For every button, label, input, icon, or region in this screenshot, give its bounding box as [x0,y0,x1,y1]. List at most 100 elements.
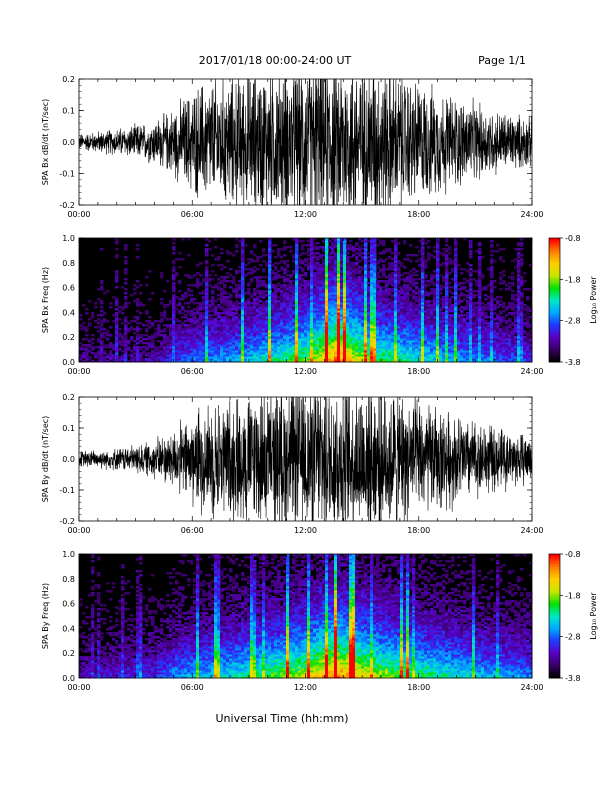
spectrogram-cell [343,242,347,245]
spectrogram-cell [436,286,440,289]
spectrogram-cell [382,290,386,293]
spectrogram-cell [211,352,215,355]
spectrogram-cell [436,314,440,317]
spectrogram-cell [367,336,371,339]
spectrogram-cell [415,254,419,257]
spectrogram-cell [316,308,320,311]
spectrogram-cell [178,252,182,255]
spectrogram-cell [175,324,179,327]
spectrogram-cell [334,330,338,333]
spectrogram-cell [343,344,347,347]
spectrogram-cell [400,304,404,307]
spectrogram-cell [136,352,140,355]
spectrogram-cell [430,292,434,295]
spectrogram-cell [193,318,197,321]
spectrogram-cell [436,290,440,293]
spectrogram-cell [175,336,179,339]
spectrogram-cell [307,250,311,253]
spectrogram-cell [235,346,239,349]
spectrogram-cell [313,348,317,351]
spectrogram-cell [121,338,125,341]
spectrogram-cell [403,328,407,331]
spectrogram-cell [394,328,398,331]
spectrogram-cell [301,304,305,307]
spectrogram-cell [325,280,329,283]
spectrogram-cell [103,336,107,339]
spectrogram-cell [328,350,332,353]
spectrogram-cell [190,320,194,323]
spectrogram-cell [322,344,326,347]
spectrogram-cell [280,340,284,343]
spectrogram-cell [331,268,335,271]
spectrogram-cell [319,344,323,347]
spectrogram-cell [385,306,389,309]
spectrogram-cell [238,354,242,357]
spectrogram-cell [346,358,350,361]
spectrogram-cell [421,268,425,271]
spectrogram-cell [382,296,386,299]
spectrogram-cell [256,360,260,363]
spectrogram-cell [364,348,368,351]
spectrogram-cell [301,354,305,357]
spectrogram-cell [406,338,410,341]
spectrogram-cell [211,270,215,273]
spectrogram-cell [385,322,389,325]
spectrogram-cell [238,328,242,331]
spectrogram-cell [310,308,314,311]
spectrogram-cell [325,240,329,243]
spectrogram-cell [139,328,143,331]
spectrogram-cell [262,352,266,355]
spectrogram-cell [286,338,290,341]
spectrogram-cell [439,340,443,343]
spectrogram-cell [403,296,407,299]
spectrogram-cell [325,322,329,325]
spectrogram-cell [337,264,341,267]
spectrogram-cell [187,254,191,257]
spectrogram-cell [361,292,365,295]
spectrogram-cell [289,276,293,279]
spectrogram-cell [355,258,359,261]
spectrogram-cell [421,356,425,359]
spectrogram-cell [313,292,317,295]
spectrogram-cell [298,322,302,325]
spectrogram-cell [436,304,440,307]
spectrogram-cell [226,296,230,299]
spectrogram-cell [259,360,263,363]
spectrogram-cell [256,332,260,335]
spectrogram-cell [256,286,260,289]
spectrogram-cell [379,306,383,309]
spectrogram-cell [382,350,386,353]
spectrogram-cell [205,260,209,263]
spectrogram-cell [115,320,119,323]
spectrogram-cell [232,322,236,325]
spectrogram-cell [415,344,419,347]
spectrogram-cell [232,344,236,347]
spectrogram-cell [367,298,371,301]
spectrogram-cell [265,342,269,345]
spectrogram-cell [331,330,335,333]
spectrogram-cell [343,240,347,243]
spectrogram-cell [382,326,386,329]
spectrogram-cell [343,314,347,317]
spectrogram-cell [367,352,371,355]
spectrogram-cell [343,350,347,353]
x-tick-label: 00:00 [67,210,90,219]
spectrogram-cell [394,274,398,277]
spectrogram-cell [229,338,233,341]
spectrogram-cell [433,304,437,307]
spectrogram-cell [409,346,413,349]
spectrogram-cell [229,332,233,335]
spectrogram-cell [307,262,311,265]
spectrogram-cell [97,340,101,343]
spectrogram-cell [235,290,239,293]
spectrogram-cell [343,278,347,281]
spectrogram-cell [328,258,332,261]
spectrogram-cell [265,284,269,287]
spectrogram-cell [295,338,299,341]
spectrogram-cell [265,358,269,361]
spectrogram-cell [289,328,293,331]
spectrogram-cell [214,354,218,357]
spectrogram-cell [349,342,353,345]
spectrogram-cell [253,328,257,331]
spectrogram-cell [421,338,425,341]
